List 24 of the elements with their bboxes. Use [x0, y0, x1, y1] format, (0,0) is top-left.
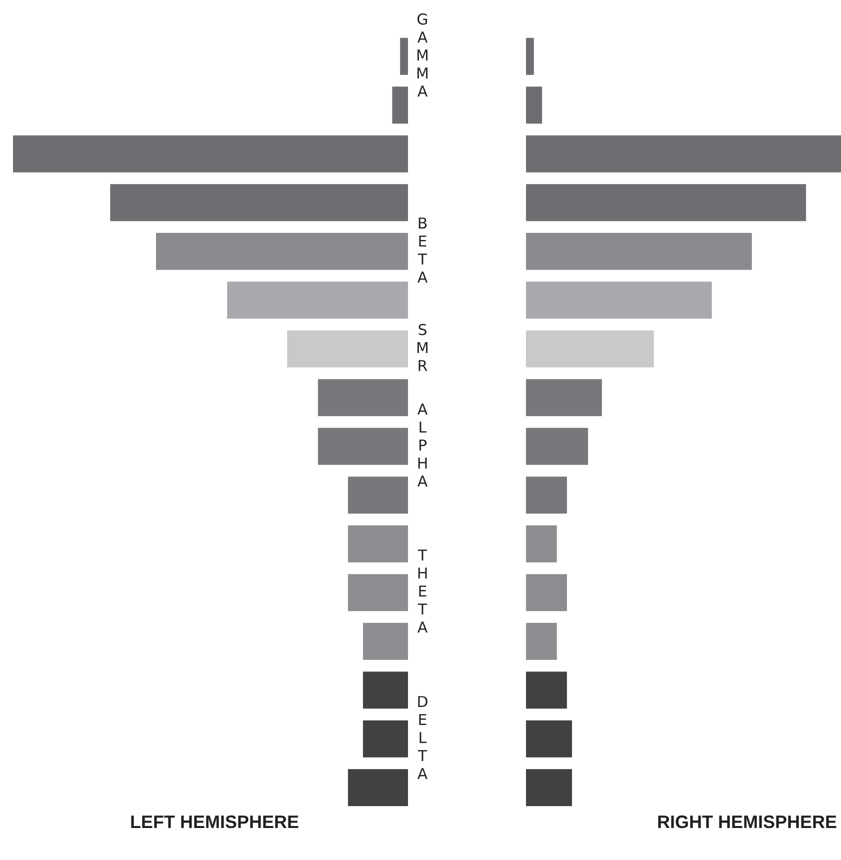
y-tick-label: ALPHA — [416, 400, 428, 490]
bar — [526, 184, 806, 222]
y-tick-label: SMR — [416, 320, 429, 375]
x-axis-title: RIGHT HEMISPHERE — [656, 812, 837, 833]
bar — [526, 379, 602, 416]
bar — [526, 86, 542, 124]
bar — [526, 282, 712, 319]
y-tick-label: THETA — [416, 546, 428, 637]
bar — [526, 135, 841, 172]
bar — [526, 525, 557, 562]
bar — [526, 476, 567, 514]
x-axis-title: LEFT HEMISPHERE — [130, 812, 300, 833]
bar — [526, 720, 572, 758]
bar — [526, 622, 557, 660]
bar — [526, 232, 752, 270]
y-tick-label: DELTA — [416, 692, 428, 783]
bar — [526, 672, 567, 709]
bar — [526, 428, 588, 465]
y-tick-label: BETA — [416, 214, 428, 286]
bar — [526, 38, 534, 75]
bar — [526, 330, 654, 368]
bar — [526, 574, 567, 612]
bar — [526, 769, 572, 806]
y-tick-label: GAMMA — [416, 10, 429, 100]
